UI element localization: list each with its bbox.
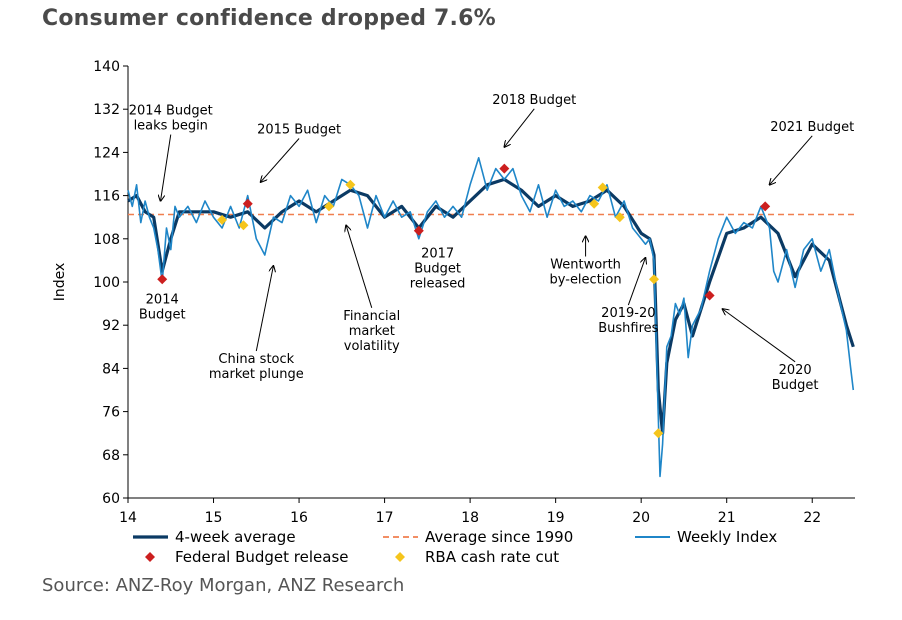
budget-release-marker <box>157 274 168 285</box>
annotation-arrow <box>627 258 645 306</box>
legend-item: Federal Budget release <box>145 548 349 566</box>
budget-release-marker <box>760 201 771 212</box>
annotation-text: 2021 Budget <box>770 120 854 135</box>
x-tick-label: 14 <box>119 510 137 526</box>
annotation-text: volatility <box>344 339 400 354</box>
y-tick-label: 116 <box>93 189 120 205</box>
annotation-text: 2014 <box>146 293 179 308</box>
annotation-text: Financial <box>343 309 400 324</box>
rba-cut-marker <box>597 182 608 193</box>
x-tick-label: 18 <box>461 510 479 526</box>
y-tick-label: 108 <box>93 232 120 248</box>
legend-item: 4-week average <box>133 528 296 546</box>
y-tick-label: 100 <box>93 275 120 291</box>
annotation-arrow <box>261 138 300 183</box>
annotation-text: 2018 Budget <box>492 93 576 108</box>
legend: 4-week average Average since 1990 Weekly I… <box>133 528 777 566</box>
rba-cut-marker <box>589 198 600 209</box>
rba-cut-marker <box>614 212 625 223</box>
annotation-arrow <box>255 266 273 352</box>
legend-swatch <box>395 552 405 562</box>
x-tick-label: 16 <box>290 510 308 526</box>
y-tick-label: 60 <box>102 491 120 507</box>
annotation-text: 2019-20 <box>601 306 655 321</box>
budget-release-marker <box>499 163 510 174</box>
annotation-arrow <box>346 225 373 308</box>
annotation-text: 2014 Budget <box>129 104 213 119</box>
annotation-text: Wentworth <box>550 258 621 273</box>
annotation: 2021 Budget <box>769 120 854 185</box>
annotation-arrow <box>504 108 535 147</box>
x-tick-label: 22 <box>803 510 821 526</box>
annotation-text: 2017 <box>421 247 454 262</box>
annotation-text: leaks begin <box>134 119 208 134</box>
annotation-arrow <box>722 309 796 363</box>
rba-cut-marker <box>217 214 228 225</box>
annotation-text: by-election <box>550 273 622 288</box>
annotation-text: Bushfires <box>598 321 658 336</box>
chart-source: Source: ANZ-Roy Morgan, ANZ Research <box>42 575 405 596</box>
x-tick-label: 20 <box>632 510 650 526</box>
y-tick-label: 84 <box>102 361 120 377</box>
x-tick-label: 21 <box>718 510 736 526</box>
annotation-text: China stock <box>218 352 294 367</box>
annotation-text: 2015 Budget <box>257 123 341 138</box>
y-tick-label: 124 <box>93 145 120 161</box>
series-4-week-average <box>127 177 855 435</box>
budget-release-marker <box>413 225 424 236</box>
annotation-arrow <box>769 135 813 185</box>
annotation-text: market plunge <box>209 367 304 382</box>
annotation-text: released <box>410 277 466 292</box>
rba-cut-marker <box>238 220 249 231</box>
y-tick-label: 132 <box>93 102 120 118</box>
y-tick-label: 76 <box>102 405 120 421</box>
rba-cut-marker <box>653 428 664 439</box>
legend-label: Federal Budget release <box>175 548 349 566</box>
rba-cut-marker <box>323 201 334 212</box>
x-tick-label: 15 <box>205 510 223 526</box>
annotation-text: market <box>349 324 395 339</box>
annotation: 2015 Budget <box>257 123 341 183</box>
budget-release-marker <box>704 290 715 301</box>
series-weekly-index <box>127 157 855 478</box>
annotation: 2018 Budget <box>492 93 576 147</box>
legend-label: 4-week average <box>175 528 296 546</box>
legend-item: RBA cash rate cut <box>395 548 559 566</box>
series-layer <box>127 157 855 478</box>
rba-cut-marker <box>345 179 356 190</box>
y-tick-label: 92 <box>102 318 120 334</box>
y-axis-label: Index <box>52 263 68 302</box>
x-tick-label: 19 <box>547 510 565 526</box>
annotation-arrow <box>161 134 172 201</box>
axes: 60 68 76 84 92 100 108 116 124 132 140 14 15 16 17 18 19… <box>52 59 855 526</box>
chart-title: Consumer confidence dropped 7.6% <box>42 6 496 31</box>
annotation-text: Budget <box>139 308 186 323</box>
legend-item: Weekly Index <box>635 528 777 546</box>
annotation-text: Budget <box>772 378 819 393</box>
y-tick-label: 140 <box>93 59 120 75</box>
markers-layer <box>157 163 771 439</box>
legend-label: Average since 1990 <box>425 528 573 546</box>
legend-item: Average since 1990 <box>383 528 573 546</box>
legend-swatch <box>145 552 155 562</box>
legend-label: Weekly Index <box>677 528 777 546</box>
annotation-text: 2020 <box>779 363 812 378</box>
budget-release-marker <box>242 198 253 209</box>
annotation-text: Budget <box>414 262 461 277</box>
x-tick-label: 17 <box>376 510 394 526</box>
legend-label: RBA cash rate cut <box>425 548 559 566</box>
rba-cut-marker <box>649 274 660 285</box>
y-tick-label: 68 <box>102 448 120 464</box>
